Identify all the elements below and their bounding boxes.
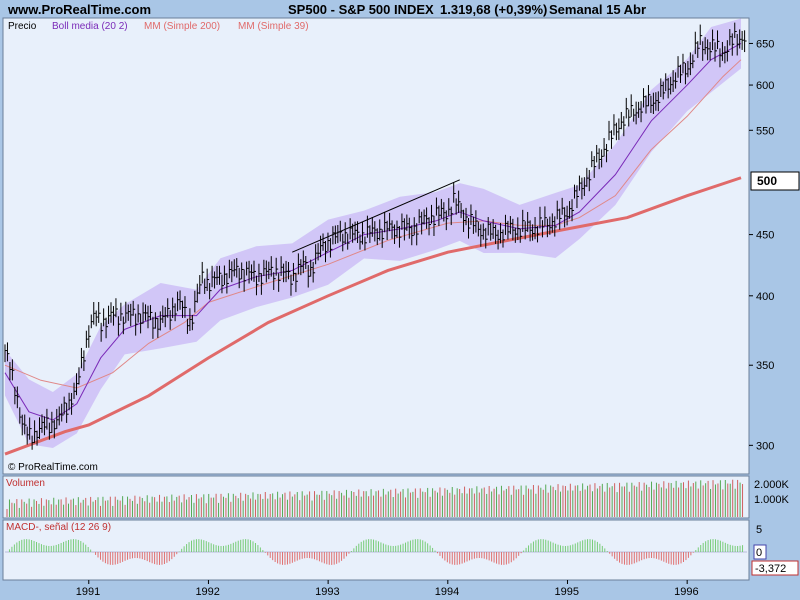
x-tick-label: 1993 — [315, 586, 339, 598]
trend-line[interactable] — [292, 179, 460, 253]
macd-tick-5: 5 — [756, 524, 762, 536]
site-name[interactable]: www.ProRealTime.com — [8, 2, 152, 17]
y-axis: 300 350 400 450 550 600 650 — [749, 38, 774, 452]
volume-tick-1000k: 1.000K — [754, 494, 790, 506]
symbol-title: SP500 - S&P 500 INDEX — [288, 2, 434, 17]
macd-label: MACD-, señal (12 26 9) — [6, 522, 111, 533]
volume-bars — [6, 479, 744, 517]
x-tick-label: 1994 — [435, 586, 459, 598]
x-tick-label: 1995 — [554, 586, 578, 598]
x-tick-label: 1992 — [195, 586, 219, 598]
series-mm-simple-200 — [4, 176, 742, 456]
last-value-tag — [750, 171, 800, 191]
series-boll-media-20-2 — [4, 43, 742, 421]
x-tick-label: 1991 — [76, 586, 100, 598]
volume-tick-2000k: 2.000K — [754, 479, 790, 491]
period-label: Semanal 15 Abr — [549, 2, 647, 17]
y-tick-label: 300 — [756, 440, 774, 452]
series-lines — [4, 43, 742, 456]
x-tick-label: 1996 — [674, 586, 698, 598]
header-bar: www.ProRealTime.com SP500 - S&P 500 INDE… — [0, 0, 800, 20]
legend-sma39: MM (Simple 39) — [238, 21, 309, 32]
macd-tick-0: 0 — [756, 547, 762, 559]
y-tick-label: 450 — [756, 230, 774, 242]
macd-zero-box — [753, 544, 767, 560]
y-tick-label: 600 — [756, 80, 774, 92]
series-mm-simple-39 — [4, 59, 742, 389]
watermark: © ProRealTime.com — [8, 462, 98, 473]
y-tick-label: 650 — [756, 38, 774, 50]
legend-sma200: MM (Simple 200) — [144, 21, 220, 32]
y-tick-label: 400 — [756, 291, 774, 303]
legend-bollinger: Boll media (20 2) — [52, 21, 128, 32]
macd-histogram — [5, 539, 747, 565]
macd-last-value: -3,372 — [755, 563, 786, 575]
last-value-text: 500 — [757, 174, 777, 188]
last-price: 1.319,68 (+0,39%) — [440, 2, 548, 17]
macd-last-box — [751, 560, 799, 576]
y-tick-label: 350 — [756, 360, 774, 372]
legend-price: Precio — [8, 21, 37, 32]
x-axis: 1991 1992 1993 1994 1995 1996 — [76, 580, 699, 598]
y-tick-label: 550 — [756, 125, 774, 137]
price-bars — [4, 22, 747, 450]
volume-label: Volumen — [6, 478, 45, 489]
